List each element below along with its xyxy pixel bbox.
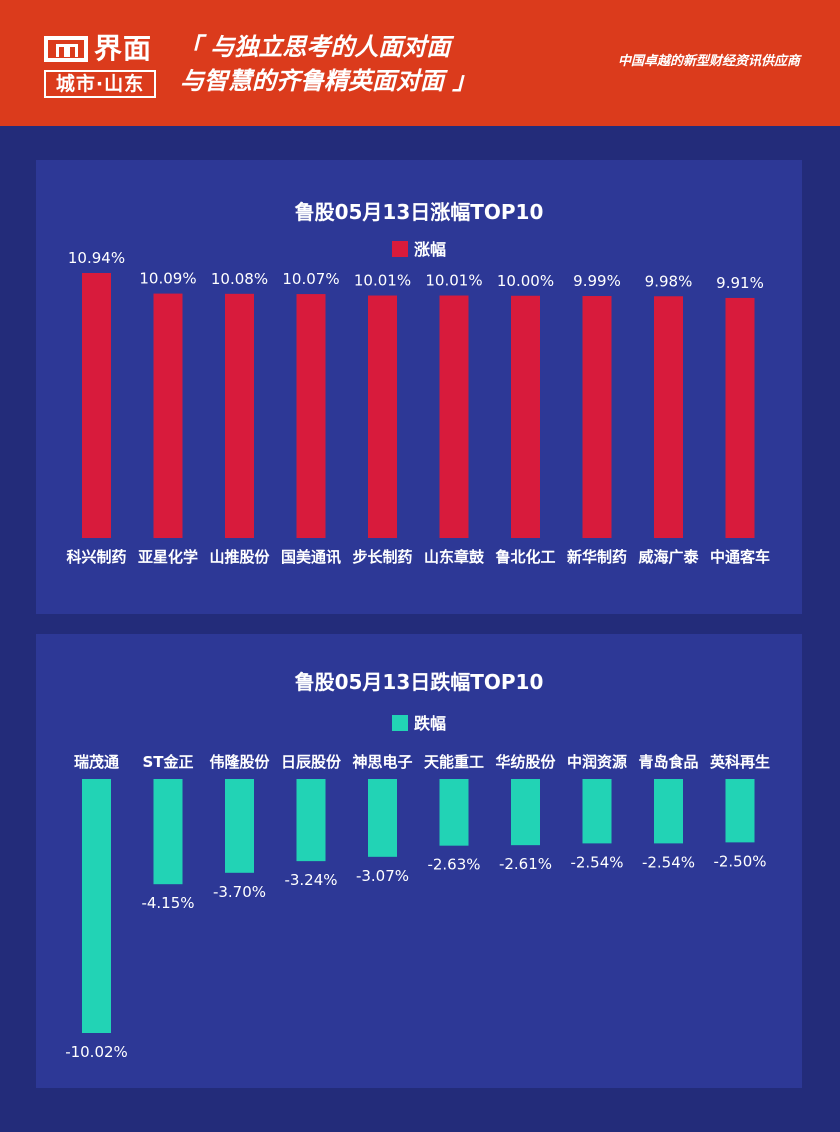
logo-name: 界面	[94, 32, 153, 65]
chart-title: 鲁股05月13日涨幅TOP10	[294, 200, 544, 224]
bar	[296, 779, 326, 862]
legend-label: 跌幅	[413, 714, 446, 733]
data-label: 9.99%	[573, 272, 621, 290]
category-label: 步长制药	[352, 548, 412, 566]
bar	[511, 779, 540, 846]
bar	[725, 779, 755, 843]
data-label: -10.02%	[65, 1043, 128, 1061]
data-label: 10.01%	[354, 272, 411, 290]
category-label: 国美通讯	[281, 548, 341, 566]
bar	[296, 294, 326, 538]
data-label: -2.54%	[642, 853, 695, 871]
bar	[654, 779, 683, 844]
bar	[439, 295, 469, 538]
category-label: 天能重工	[424, 753, 484, 771]
bar	[725, 297, 755, 538]
bar	[368, 295, 397, 538]
data-label: -4.15%	[141, 894, 194, 912]
slogan: 「 与独立思考的人面对面 与智慧的齐鲁精英面对面 」	[178, 30, 476, 98]
category-label: 中通客车	[710, 548, 770, 566]
data-label: 10.01%	[425, 272, 482, 290]
category-label: 英科再生	[710, 753, 770, 771]
category-label: 科兴制药	[66, 548, 126, 566]
category-label: 神思电子	[352, 753, 412, 771]
bar	[82, 273, 111, 538]
slogan-line-2: 与智慧的齐鲁精英面对面 」	[180, 67, 477, 95]
legend-swatch	[391, 241, 408, 257]
header-banner: 界面 城市·山东 「 与独立思考的人面对面 与智慧的齐鲁精英面对面 」 中国卓越…	[0, 0, 840, 126]
category-label: 日辰股份	[281, 753, 342, 771]
category-label: 华纺股份	[495, 753, 556, 771]
legend-swatch	[391, 715, 408, 731]
data-label: -3.70%	[213, 883, 266, 901]
data-label: -2.50%	[713, 852, 766, 870]
bar	[511, 295, 540, 538]
bar	[225, 779, 254, 873]
data-label: 10.94%	[68, 249, 125, 267]
data-label: 10.07%	[282, 270, 339, 288]
category-label: 中润资源	[567, 753, 627, 771]
category-label: 鲁北化工	[495, 548, 555, 566]
category-label: 亚星化学	[138, 548, 198, 566]
losers-chart: 瑞茂通 -10.02% ST金正 -4.15% 伟隆股份 -3.70% 日辰股份 -3.24%…	[65, 753, 770, 1061]
category-label: ST金正	[142, 753, 193, 771]
data-label: -2.61%	[499, 855, 552, 873]
slogan-line-1: 「 与独立思考的人面对面	[178, 33, 451, 61]
category-label: 伟隆股份	[209, 753, 270, 771]
bar	[153, 293, 183, 538]
category-label: 新华制药	[567, 548, 627, 566]
bar	[153, 779, 183, 885]
bar	[368, 779, 397, 857]
category-label: 青岛食品	[638, 753, 698, 771]
data-label: 9.91%	[716, 274, 764, 292]
legend: 跌幅	[36, 710, 802, 734]
data-label: -3.24%	[284, 871, 337, 889]
data-label: 10.08%	[211, 270, 268, 288]
data-label: -3.07%	[356, 867, 409, 885]
gainers-chart: 10.94% 科兴制药 10.09% 亚星化学 10.08% 山推股份 10.07% 国美通讯…	[66, 249, 770, 566]
bar	[582, 296, 612, 538]
logo: 界面 城市·山东	[44, 32, 160, 98]
bar	[82, 779, 111, 1033]
bar	[582, 779, 612, 844]
bar	[439, 779, 469, 846]
chart-title: 鲁股05月13日跌幅TOP10	[294, 670, 544, 694]
data-label: 9.98%	[645, 272, 693, 290]
logo-city: 城市·山东	[44, 70, 156, 98]
jiemian-logo-icon	[44, 36, 88, 62]
legend: 涨幅	[36, 236, 802, 260]
data-label: 10.09%	[139, 270, 196, 288]
data-label: 10.00%	[497, 272, 554, 290]
bar	[654, 296, 683, 538]
category-label: 瑞茂通	[74, 753, 119, 771]
gainers-panel: 鲁股05月13日涨幅TOP10 涨幅 10.94% 科兴制药 10.09% 亚星化学 1…	[36, 160, 802, 614]
bar	[225, 293, 254, 538]
tagline: 中国卓越的新型财经资讯供应商	[617, 54, 800, 69]
category-label: 威海广泰	[638, 548, 699, 566]
category-label: 山东章鼓	[424, 548, 485, 566]
data-label: -2.54%	[570, 853, 623, 871]
data-label: -2.63%	[427, 856, 480, 874]
losers-panel: 鲁股05月13日跌幅TOP10 跌幅 瑞茂通 -10.02% ST金正 -4.15% 伟…	[36, 634, 802, 1088]
category-label: 山推股份	[209, 548, 270, 566]
legend-label: 涨幅	[413, 240, 446, 259]
